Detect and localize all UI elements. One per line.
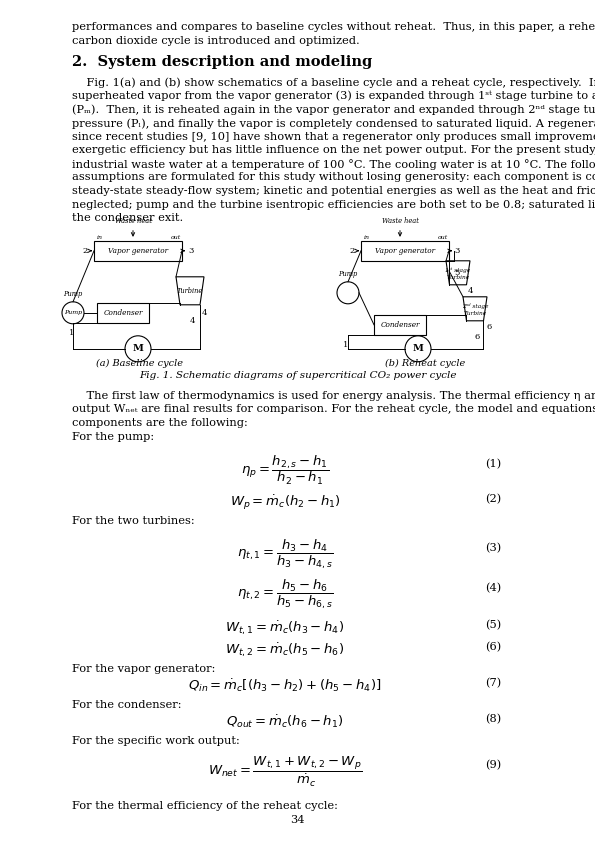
Text: Fig. 1(a) and (b) show schematics of a baseline cycle and a reheat cycle, respec: Fig. 1(a) and (b) show schematics of a b… — [72, 77, 595, 88]
Text: steady-state steady-flow system; kinetic and potential energies as well as the h: steady-state steady-flow system; kinetic… — [72, 186, 595, 196]
Text: For the condenser:: For the condenser: — [72, 700, 181, 710]
Text: $Q_{in} = \dot{m}_c\left[\left(h_3-h_2\right)+\left(h_5-h_4\right)\right]$: $Q_{in} = \dot{m}_c\left[\left(h_3-h_2\r… — [189, 678, 381, 695]
Text: neglected; pump and the turbine isentropic efficiencies are both set to be 0.8; : neglected; pump and the turbine isentrop… — [72, 200, 595, 210]
Text: Turbine: Turbine — [464, 312, 487, 317]
Text: 1: 1 — [343, 341, 349, 349]
Text: M: M — [133, 344, 143, 354]
Text: industrial waste water at a temperature of 100 °C. The cooling water is at 10 °C: industrial waste water at a temperature … — [72, 159, 595, 170]
Bar — [97, 303, 149, 322]
Text: The first law of thermodynamics is used for energy analysis. The thermal efficie: The first law of thermodynamics is used … — [72, 391, 595, 401]
Text: 2ⁿᵈ stage: 2ⁿᵈ stage — [462, 303, 488, 309]
Text: Condenser: Condenser — [380, 321, 419, 328]
Text: 4: 4 — [467, 287, 473, 295]
Text: 2: 2 — [82, 247, 87, 255]
Text: (8): (8) — [485, 713, 501, 724]
Text: $W_{t,2} = \dot{m}_c(h_5-h_6)$: $W_{t,2} = \dot{m}_c(h_5-h_6)$ — [226, 642, 345, 659]
Text: (2): (2) — [485, 493, 501, 504]
Text: (4): (4) — [485, 583, 501, 593]
Text: $W_{net} = \dfrac{W_{t,1}+W_{t,2}-W_p}{\dot{m}_c}$: $W_{net} = \dfrac{W_{t,1}+W_{t,2}-W_p}{\… — [208, 754, 362, 789]
Text: (1): (1) — [485, 458, 501, 469]
Text: 5: 5 — [455, 269, 460, 277]
Text: (Pₘ).  Then, it is reheated again in the vapor generator and expanded through 2ⁿ: (Pₘ). Then, it is reheated again in the … — [72, 104, 595, 115]
Text: Pump: Pump — [64, 290, 83, 298]
Text: the condenser exit.: the condenser exit. — [72, 213, 183, 223]
Text: $\eta_p = \dfrac{h_{2,s}-h_1}{h_2-h_1}$: $\eta_p = \dfrac{h_{2,s}-h_1}{h_2-h_1}$ — [241, 454, 329, 487]
Text: Pump: Pump — [339, 269, 358, 278]
Text: $Q_{out} = \dot{m}_c(h_6-h_1)$: $Q_{out} = \dot{m}_c(h_6-h_1)$ — [226, 714, 344, 730]
Text: $\eta_{t,1} = \dfrac{h_3-h_4}{h_3-h_{4,s}}$: $\eta_{t,1} = \dfrac{h_3-h_4}{h_3-h_{4,s… — [237, 537, 333, 571]
Text: (3): (3) — [485, 542, 501, 552]
Text: $W_p = \dot{m}_c(h_2-h_1)$: $W_p = \dot{m}_c(h_2-h_1)$ — [230, 493, 340, 512]
Text: Vapor generator: Vapor generator — [108, 247, 168, 255]
Text: (a) Baseline cycle: (a) Baseline cycle — [96, 359, 183, 368]
Text: 4: 4 — [201, 309, 206, 317]
Text: For the thermal efficiency of the reheat cycle:: For the thermal efficiency of the reheat… — [72, 801, 338, 811]
Text: Turbine: Turbine — [446, 275, 469, 280]
Text: out: out — [171, 235, 181, 240]
Text: Fig. 1. Schematic diagrams of supercritical CO₂ power cycle: Fig. 1. Schematic diagrams of supercriti… — [139, 370, 456, 380]
Text: (9): (9) — [485, 759, 501, 770]
Text: 2: 2 — [349, 247, 355, 255]
Text: since recent studies [9, 10] have shown that a regenerator only produces small i: since recent studies [9, 10] have shown … — [72, 131, 595, 141]
Text: Waste heat: Waste heat — [115, 216, 152, 225]
Text: exergetic efficiency but has little influence on the net power output. For the p: exergetic efficiency but has little infl… — [72, 145, 595, 155]
Bar — [361, 241, 449, 261]
Text: 3: 3 — [188, 247, 194, 255]
Bar — [374, 315, 426, 335]
Text: For the pump:: For the pump: — [72, 432, 154, 441]
Text: in: in — [97, 235, 103, 240]
Text: carbon dioxide cycle is introduced and optimized.: carbon dioxide cycle is introduced and o… — [72, 35, 360, 45]
Text: 6: 6 — [486, 322, 491, 331]
Text: superheated vapor from the vapor generator (3) is expanded through 1ˢᵗ stage tur: superheated vapor from the vapor generat… — [72, 91, 595, 101]
Text: 2.  System description and modeling: 2. System description and modeling — [72, 56, 372, 69]
Text: 4: 4 — [189, 317, 195, 325]
Text: 3: 3 — [455, 247, 460, 255]
Bar — [94, 241, 182, 261]
Text: components are the following:: components are the following: — [72, 418, 248, 428]
Text: Vapor generator: Vapor generator — [375, 247, 435, 255]
Text: performances and compares to baseline cycles without reheat.  Thus, in this pape: performances and compares to baseline cy… — [72, 22, 595, 32]
Text: in: in — [364, 235, 370, 240]
Text: Turbine: Turbine — [177, 287, 203, 295]
Text: M: M — [412, 344, 424, 354]
Text: Waste heat: Waste heat — [381, 216, 418, 225]
Text: (7): (7) — [485, 678, 501, 688]
Text: 6: 6 — [474, 333, 480, 341]
Text: out: out — [438, 235, 448, 240]
Text: 1ˢᵗ stage: 1ˢᵗ stage — [446, 267, 471, 273]
Text: 1: 1 — [69, 328, 75, 337]
Text: assumptions are formulated for this study without losing generosity: each compon: assumptions are formulated for this stud… — [72, 173, 595, 183]
Text: (6): (6) — [485, 642, 501, 652]
Text: $\eta_{t,2} = \dfrac{h_5-h_6}{h_5-h_{6,s}}$: $\eta_{t,2} = \dfrac{h_5-h_6}{h_5-h_{6,s… — [237, 578, 333, 611]
Text: 34: 34 — [290, 815, 305, 825]
Text: (b) Reheat cycle: (b) Reheat cycle — [385, 359, 465, 368]
Text: pressure (Pₗ), and finally the vapor is completely condensed to saturated liquid: pressure (Pₗ), and finally the vapor is … — [72, 118, 595, 129]
Text: For the two turbines:: For the two turbines: — [72, 515, 195, 525]
Text: (5): (5) — [485, 620, 501, 630]
Text: $W_{t,1} = \dot{m}_c(h_3-h_4)$: $W_{t,1} = \dot{m}_c(h_3-h_4)$ — [226, 620, 345, 637]
Text: output Wₙₑₜ are final results for comparison. For the reheat cycle, the model an: output Wₙₑₜ are final results for compar… — [72, 404, 595, 414]
Text: Condenser: Condenser — [104, 309, 143, 317]
Text: For the specific work output:: For the specific work output: — [72, 736, 240, 746]
Text: For the vapor generator:: For the vapor generator: — [72, 663, 215, 674]
Text: Pump: Pump — [64, 311, 82, 315]
